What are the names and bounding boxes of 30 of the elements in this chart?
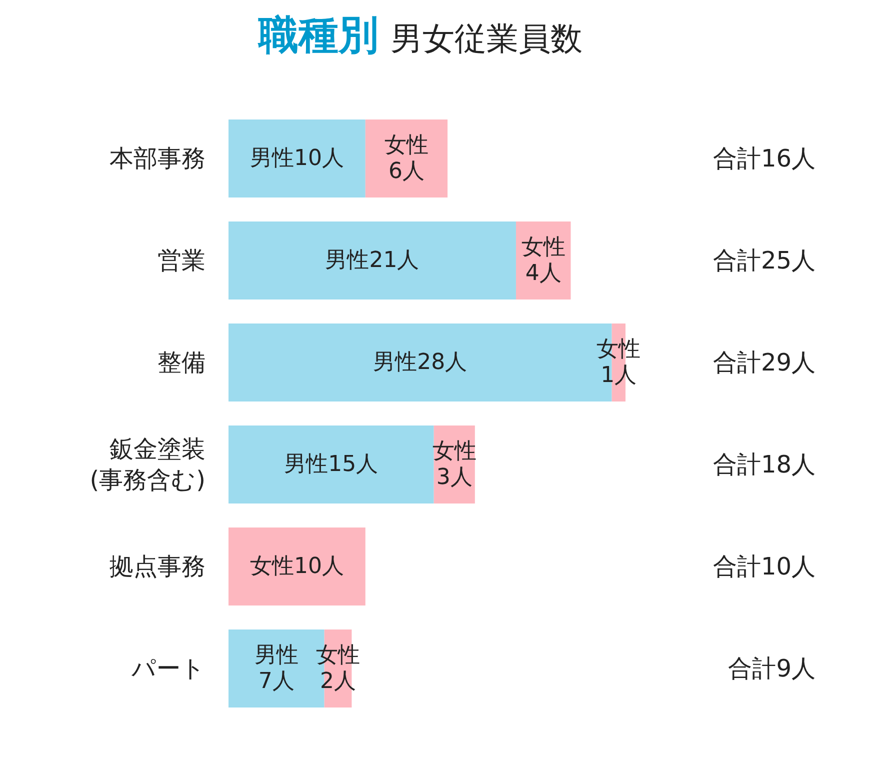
data-label: 男性21人 (325, 248, 420, 273)
y-tick-label: 鈑金塗装 (事務含む) (90, 435, 206, 494)
text: 合計18人 (712, 450, 816, 478)
y-tick-label: 拠点事務 (110, 552, 206, 580)
y-tick-label: パート (130, 654, 206, 682)
bar (228, 120, 366, 198)
data-label: 女性 3人 (432, 438, 476, 490)
data-label: 女性 4人 (521, 234, 566, 286)
data-label: 女性 2人 (316, 642, 360, 694)
data-label: 男性 7人 (254, 642, 298, 694)
text: 合計10人 (712, 552, 816, 580)
bar (228, 528, 366, 606)
text: 合計29人 (712, 348, 816, 376)
data-label: 女性10人 (250, 554, 344, 579)
text: 合計25人 (712, 246, 816, 274)
data-label: 女性 6人 (384, 132, 428, 184)
y-tick-label: 整備 (158, 348, 206, 376)
data-label: 男性15人 (284, 452, 378, 477)
bar (365, 120, 448, 198)
y-tick-label: 営業 (158, 246, 206, 274)
bar (228, 426, 434, 504)
chart-title: 職種別 (258, 12, 378, 58)
bar (228, 222, 516, 300)
text: 合計9人 (728, 654, 816, 682)
data-label: 男性28人 (373, 350, 468, 375)
y-tick-label: 本部事務 (110, 144, 206, 172)
data-label: 男性10人 (250, 146, 344, 171)
text: 合計16人 (712, 144, 816, 172)
data-label: 女性 1人 (596, 336, 641, 388)
chart-subtitle: 男女従業員数 (390, 20, 582, 58)
